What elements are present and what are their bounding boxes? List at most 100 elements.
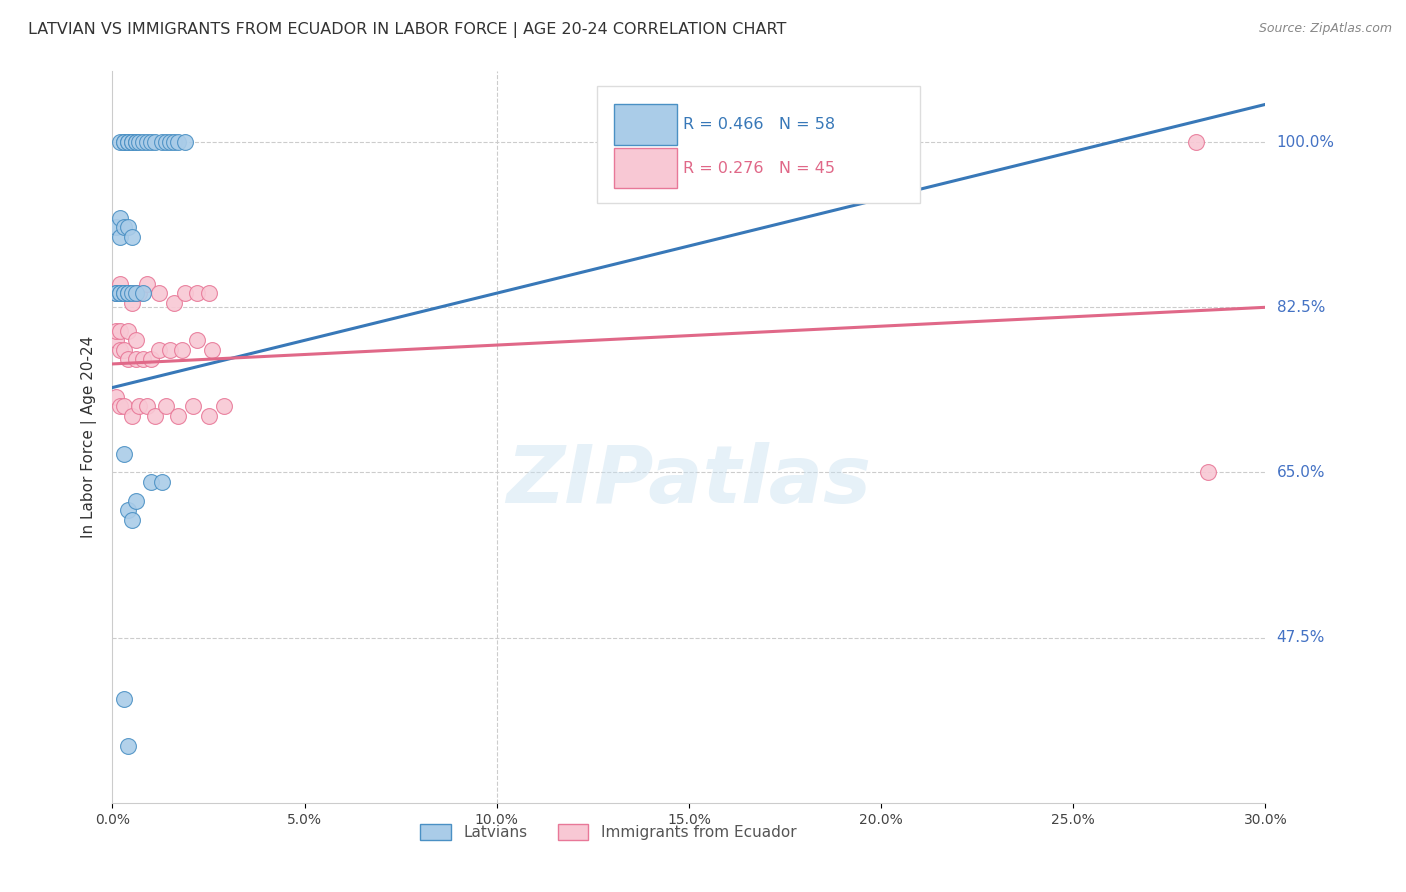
Text: 100.0%: 100.0% [1277,135,1334,150]
Point [121,295,143,310]
Point [1185,135,1208,149]
Point [166,409,188,423]
Point [117,220,139,235]
Point [132,135,155,149]
Point [159,135,181,149]
Point [163,295,186,310]
Point [117,352,139,367]
Point [128,286,150,301]
Point [143,409,166,423]
Point [174,135,197,149]
Point [124,135,146,149]
Point [105,390,128,404]
FancyBboxPatch shape [614,104,678,145]
Point [105,286,128,301]
Point [121,286,143,301]
Point [124,135,146,149]
Point [212,400,235,414]
Point [124,286,146,301]
FancyBboxPatch shape [596,86,920,203]
Point [128,400,150,414]
Point [181,400,204,414]
Point [108,286,131,301]
Point [159,343,181,357]
Point [112,220,135,235]
Text: 65.0%: 65.0% [1277,465,1324,480]
Point [121,513,143,527]
Point [148,343,170,357]
Text: 82.5%: 82.5% [1277,300,1324,315]
Point [132,352,155,367]
Point [112,447,135,461]
Point [152,475,174,489]
Text: LATVIAN VS IMMIGRANTS FROM ECUADOR IN LABOR FORCE | AGE 20-24 CORRELATION CHART: LATVIAN VS IMMIGRANTS FROM ECUADOR IN LA… [28,22,786,38]
Point [136,135,159,149]
Point [117,286,139,301]
Point [112,286,135,301]
Point [124,493,146,508]
Point [112,286,135,301]
Point [121,135,143,149]
Point [105,334,128,348]
Point [163,135,186,149]
Point [152,135,174,149]
Point [105,220,128,235]
Point [136,277,159,291]
Point [112,343,135,357]
Point [148,286,170,301]
Point [124,352,146,367]
Point [117,286,139,301]
Text: 47.5%: 47.5% [1277,630,1324,645]
Point [166,135,188,149]
Point [117,324,139,338]
Point [139,352,162,367]
Point [117,286,139,301]
Point [112,400,135,414]
Point [170,343,193,357]
Point [124,334,146,348]
Point [117,135,139,149]
Point [108,135,131,149]
Point [117,739,139,754]
Point [108,277,131,291]
Point [112,135,135,149]
Point [139,135,162,149]
Point [108,400,131,414]
Point [105,286,128,301]
Point [201,343,224,357]
Point [124,286,146,301]
Point [108,324,131,338]
Point [155,400,177,414]
Point [155,135,177,149]
Point [143,135,166,149]
Point [121,229,143,244]
Text: Source: ZipAtlas.com: Source: ZipAtlas.com [1258,22,1392,36]
Point [136,400,159,414]
Point [105,286,128,301]
Text: R = 0.466   N = 58: R = 0.466 N = 58 [683,117,835,131]
Point [108,229,131,244]
FancyBboxPatch shape [614,148,678,188]
Legend: Latvians, Immigrants from Ecuador: Latvians, Immigrants from Ecuador [415,818,803,847]
Point [112,135,135,149]
Point [105,324,128,338]
Point [139,475,162,489]
Point [112,286,135,301]
Point [128,135,150,149]
Point [1197,466,1219,480]
Y-axis label: In Labor Force | Age 20-24: In Labor Force | Age 20-24 [80,336,97,538]
Point [112,692,135,706]
Point [121,135,143,149]
Point [132,286,155,301]
Point [108,343,131,357]
Point [186,334,208,348]
Point [117,503,139,517]
Point [117,135,139,149]
Text: ZIPatlas: ZIPatlas [506,442,872,520]
Point [174,286,197,301]
Text: R = 0.276   N = 45: R = 0.276 N = 45 [683,161,835,176]
Point [108,286,131,301]
Point [197,409,219,423]
Point [197,286,219,301]
Point [186,286,208,301]
